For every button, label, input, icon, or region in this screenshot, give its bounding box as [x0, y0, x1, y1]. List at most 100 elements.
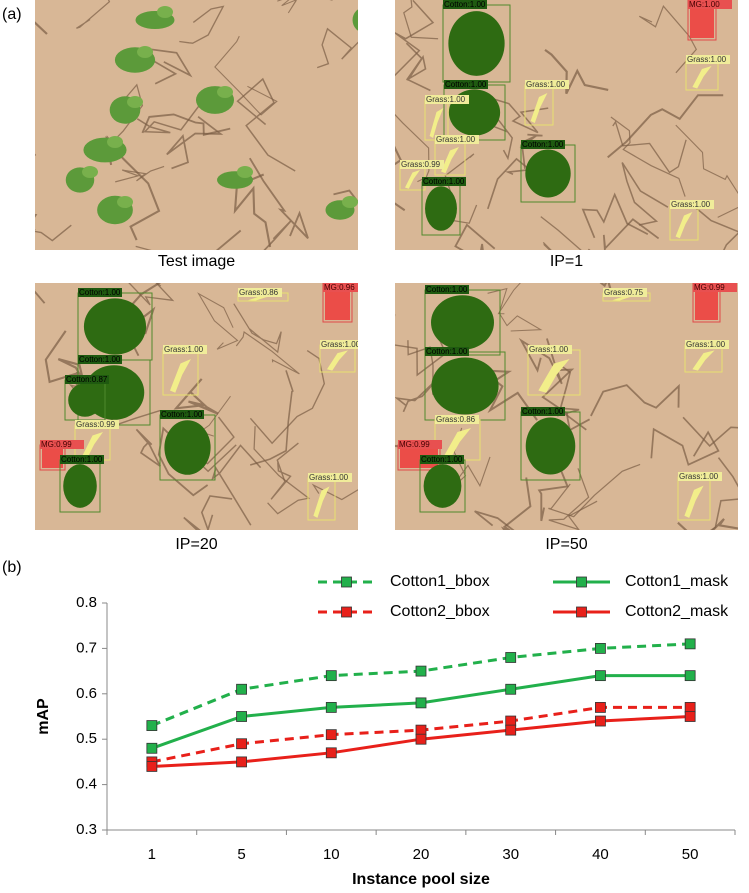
image-caption: IP=20	[175, 536, 217, 553]
image: Cotton:1.00 Grass:0.75 MG:0.99 Grass:1.00 Co…	[395, 283, 738, 530]
detection-label: Grass:1.00	[686, 340, 726, 349]
detection-label: Grass:1.00	[526, 80, 566, 89]
crack	[487, 287, 543, 332]
grass-mask	[429, 108, 444, 138]
detection-label: Grass:1.00	[687, 55, 727, 64]
detection-label: Grass:1.00	[671, 200, 711, 209]
detection-tag	[425, 285, 469, 294]
legend-label: Cotton2_mask	[625, 603, 729, 620]
detection-label: Grass:0.75	[604, 288, 644, 297]
detection-tag	[65, 375, 109, 384]
soil	[35, 0, 358, 250]
point	[684, 638, 696, 650]
crack	[214, 35, 278, 116]
detection-tag	[320, 340, 358, 349]
detection-tag	[60, 455, 104, 464]
detection-box	[692, 283, 721, 323]
crack	[405, 42, 431, 92]
point	[415, 724, 427, 736]
grass-mask	[170, 359, 191, 393]
legend-label: Cotton1_mask	[625, 573, 729, 590]
point	[505, 715, 517, 727]
mg-mask	[42, 447, 63, 468]
grass-mask	[313, 486, 330, 518]
cotton-mask	[525, 417, 576, 475]
image-panel: Cotton:1.00 Grass:0.86 MG:0.96 Grass:1.00 Co…	[35, 283, 358, 530]
detection-label: Cotton:1.00	[522, 140, 564, 149]
point	[595, 670, 606, 682]
detection-tag	[400, 160, 444, 169]
legend-marker	[576, 576, 587, 588]
crack	[76, 0, 111, 29]
cotton-mask	[423, 464, 462, 508]
plant-leaf	[217, 86, 233, 98]
point	[146, 720, 158, 731]
detection-box	[687, 0, 717, 41]
crack	[487, 369, 538, 421]
grass-mask	[444, 428, 471, 458]
crack	[236, 77, 296, 172]
y-tick-label: 0.6	[76, 685, 97, 702]
crack	[166, 116, 224, 170]
detection-tag	[688, 0, 732, 9]
grass-mask	[82, 432, 103, 459]
point	[415, 665, 427, 677]
detection-label: MG:0.99	[41, 440, 72, 449]
detection-label: MG:0.96	[324, 283, 355, 292]
grass-mask	[405, 170, 420, 189]
grass-mask	[692, 350, 715, 371]
cotton-mask	[448, 11, 505, 76]
cotton-mask	[431, 357, 499, 415]
crack	[621, 162, 669, 226]
crack	[497, 283, 521, 315]
detection-label: MG:0.99	[399, 440, 430, 449]
crack	[35, 153, 37, 157]
crack	[141, 113, 231, 136]
detection-label: Cotton:1.00	[421, 455, 463, 464]
image-caption: IP=50	[545, 536, 587, 553]
crack	[249, 350, 326, 445]
x-tick-label: 10	[323, 846, 340, 863]
y-tick-label: 0.5	[76, 730, 97, 747]
detection-tag	[521, 407, 565, 416]
point	[595, 643, 606, 654]
crack	[675, 124, 738, 218]
crack	[677, 518, 738, 530]
crack	[311, 483, 358, 501]
cotton-mask	[83, 298, 147, 355]
detection-tag	[425, 347, 469, 356]
crack	[612, 120, 687, 174]
detection-box	[322, 283, 353, 323]
detection-label: Grass:0.86	[239, 288, 279, 297]
detection-tag	[238, 288, 282, 297]
crack	[136, 104, 200, 134]
plant-leaf	[127, 96, 143, 108]
crack	[35, 213, 72, 242]
detection-tag	[425, 95, 469, 104]
crack	[233, 303, 282, 354]
image-panel	[35, 0, 358, 250]
crack	[544, 49, 609, 95]
legend-label: Cotton1_bbox	[390, 573, 490, 590]
crack	[650, 427, 720, 466]
detection-label: Grass:1.00	[529, 345, 569, 354]
detection-tag	[528, 345, 572, 354]
detection-label: MG:1.00	[689, 0, 720, 9]
detection-tag	[435, 415, 479, 424]
detection-label: Cotton:1.00	[426, 285, 468, 294]
detection-tag	[163, 345, 207, 354]
detection-label: Cotton:1.00	[423, 177, 465, 186]
image: Cotton:1.00 MG:1.00 Grass:1.00 Cotton:1.00 G…	[395, 0, 738, 250]
detection-tag	[603, 288, 647, 297]
crack	[483, 95, 549, 134]
grass-mask	[538, 359, 570, 393]
crack	[316, 27, 358, 69]
crack	[249, 370, 294, 466]
grass-mask	[327, 350, 348, 371]
crack	[197, 292, 239, 350]
detection-label: Cotton:0.87	[66, 375, 108, 384]
detection-label: Cotton:1.00	[79, 355, 121, 364]
point	[595, 715, 606, 727]
plant-leaf	[107, 136, 123, 148]
plant-leaf	[117, 196, 133, 208]
